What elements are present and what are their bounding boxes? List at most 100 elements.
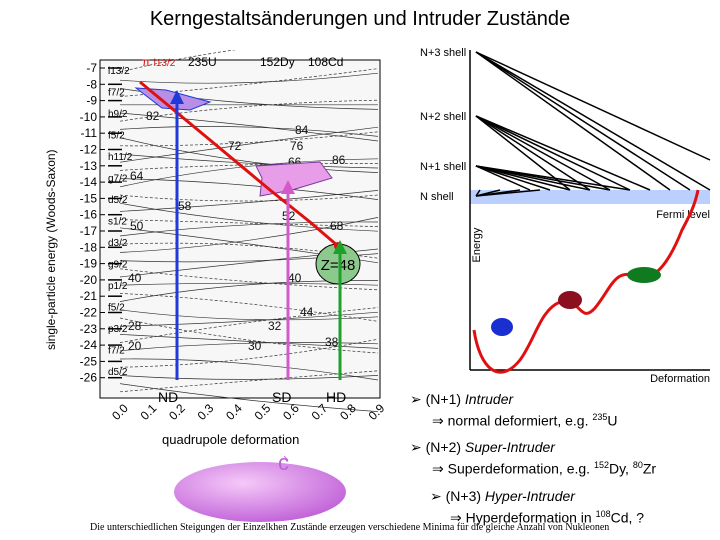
level-line xyxy=(119,309,379,321)
potential-curve xyxy=(472,189,700,374)
fan-line xyxy=(475,115,611,191)
level-line xyxy=(119,317,379,354)
implies-icon: ⇒ xyxy=(432,460,444,477)
footer-note: Die unterschiedlichen Steigungen der Ein… xyxy=(90,522,610,533)
pi-i-label: π i13/2 xyxy=(142,55,176,69)
level-line xyxy=(119,178,379,200)
magic-number-label: 82 xyxy=(146,109,160,123)
u235-label: 235U xyxy=(188,55,217,69)
fan-line xyxy=(475,165,631,191)
y-tick-label: -19 xyxy=(80,257,98,271)
bullet-3-title: Hyper-Intruder xyxy=(484,488,575,505)
level-line xyxy=(119,311,379,327)
bullet-2-el2: Zr xyxy=(642,460,657,477)
bullet-3-text: Hyperdeformation in xyxy=(465,509,596,526)
magic-number-label: 72 xyxy=(228,139,242,153)
level-line xyxy=(119,50,237,73)
shell-n2: N+2 shell xyxy=(420,111,466,123)
fan-line xyxy=(475,51,711,161)
orbital-label: h11/2 xyxy=(108,152,133,163)
y-tick-label: -12 xyxy=(80,143,98,157)
z48-label: Z=48 xyxy=(321,257,356,274)
shell-schematic: N+3 shell N+2 shell N+1 shell N shell Fe… xyxy=(420,47,711,385)
y-tick-label: -23 xyxy=(80,322,98,336)
magic-number-label: 58 xyxy=(178,199,192,213)
bullet-2-prefix: (N+2) xyxy=(425,438,462,455)
x-tick-label: 0.1 xyxy=(138,401,160,420)
fan-line xyxy=(475,165,531,191)
intruder-line xyxy=(139,80,339,248)
x-tick-label: 0.5 xyxy=(252,401,274,420)
bullet-2-sub: ⇒ Superdeformation, e.g. 152Dy, 80Zr xyxy=(410,456,656,478)
y-tick-label: -14 xyxy=(80,175,98,189)
bullet-3-prefix: (N+3) xyxy=(445,488,482,505)
orbital-label: g9/2 xyxy=(108,260,128,271)
level-line xyxy=(119,202,379,232)
y-tick-label: -15 xyxy=(80,191,98,205)
level-line xyxy=(119,293,379,322)
magic-number-label: 86 xyxy=(332,153,346,167)
y-tick-label: -11 xyxy=(81,126,98,140)
orbital-label: d5/2 xyxy=(108,367,128,378)
orbital-labels: i13/2 f7/2 h9/2 f5/2 h11/2 g7/2 d5/2 s1/2 d3/2 g9… xyxy=(108,66,133,378)
bullet-arrow: ➢ xyxy=(410,438,422,455)
level-line xyxy=(119,126,379,163)
bullet-1-text: normal deformiert, e.g. xyxy=(447,412,593,429)
nd-minimum xyxy=(491,318,513,336)
magic-number-label: 68 xyxy=(330,219,344,233)
bullet-arrow: ➢ xyxy=(410,391,422,407)
fan-lines xyxy=(475,51,711,197)
fan-line xyxy=(475,115,591,191)
bullet-2-el: Dy, xyxy=(608,460,633,477)
x-tick-label: 0.0 xyxy=(109,401,131,420)
level-line xyxy=(119,126,379,137)
level-line xyxy=(119,375,379,380)
y-tick-label: -13 xyxy=(80,159,98,173)
x-ticks: 0.0 0.1 0.2 0.3 0.4 0.5 0.6 0.7 0.8 0.9 xyxy=(109,401,387,420)
bullet-1-el: U xyxy=(607,412,618,429)
orbital-label: i13/2 xyxy=(108,66,130,77)
ellipsoid-label: c xyxy=(278,450,289,475)
y-tick-label: -16 xyxy=(80,208,98,222)
y-tick-label: -22 xyxy=(80,306,98,320)
level-line xyxy=(119,370,379,393)
nd-label: ND xyxy=(158,389,178,405)
magic-number-label: 40 xyxy=(128,271,142,285)
hd-minimum xyxy=(627,267,661,283)
y-tick-label: -20 xyxy=(80,273,98,287)
level-line xyxy=(119,217,379,253)
bullet-2-text: Superdeformation, e.g. xyxy=(447,460,594,477)
orbital-label: p1/2 xyxy=(108,281,128,292)
y-ticks: -7 -8 -9 -10 -11 -12 -13 -14 -15 -16 -17 -18 -19 -20 -… xyxy=(80,61,105,385)
level-line xyxy=(119,112,379,142)
bullet-1-prefix: (N+1) xyxy=(425,391,462,407)
level-line xyxy=(119,163,379,171)
orbital-label: s1/2 xyxy=(108,217,127,228)
level-line xyxy=(119,219,379,227)
orbital-label: d5/2 xyxy=(108,195,128,206)
dy152-label: 152Dy xyxy=(260,55,295,69)
y-tick-label: -9 xyxy=(86,94,97,108)
y-tick-label: -25 xyxy=(80,354,98,368)
bullet-2-iso: 152 xyxy=(593,459,609,470)
fan-line xyxy=(475,115,651,191)
fan-line xyxy=(475,165,551,191)
magic-number-label: 20 xyxy=(128,339,142,353)
page-title: Kerngestaltsänderungen und Intruder Zust… xyxy=(149,8,571,30)
fermi-label: Fermi level xyxy=(656,209,710,221)
level-line xyxy=(119,342,379,352)
implies-icon: ⇒ xyxy=(450,509,462,526)
y-tick-label: -8 xyxy=(86,77,97,91)
level-line xyxy=(119,137,379,173)
x-tick-label: 0.3 xyxy=(195,401,217,420)
magic-number-label: 38 xyxy=(325,335,339,349)
level-line xyxy=(119,99,379,122)
y-tick-label: -26 xyxy=(80,371,98,385)
orbital-label: h9/2 xyxy=(108,109,128,120)
orbital-label: f5/2 xyxy=(108,303,125,314)
orbital-label: f7/2 xyxy=(108,346,125,357)
y-tick-label: -17 xyxy=(80,224,98,238)
x-axis-label: quadrupole deformation xyxy=(162,432,300,447)
shell-n1: N+1 shell xyxy=(420,161,466,173)
implies-icon: ⇒ xyxy=(432,412,444,429)
